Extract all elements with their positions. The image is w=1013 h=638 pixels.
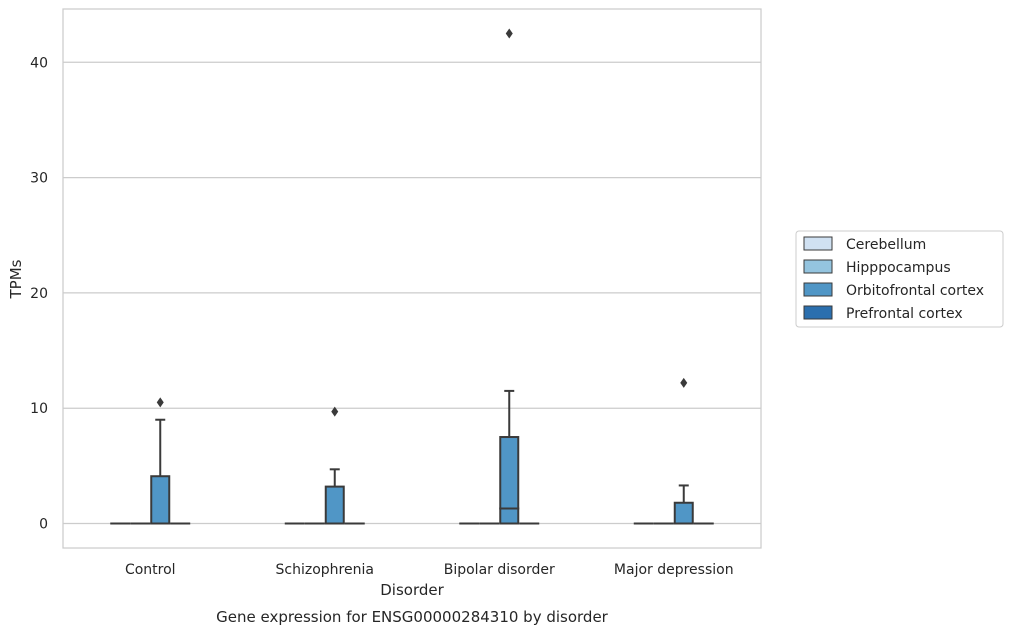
grid-layer bbox=[63, 61, 761, 525]
x-tick-label: Control bbox=[125, 562, 176, 578]
legend-frame bbox=[795, 230, 1004, 328]
legend-label: Hipppocampus bbox=[846, 260, 951, 276]
x-tick-label: Bipolar disorder bbox=[444, 562, 555, 578]
outlier-point bbox=[156, 397, 164, 408]
y-tick-label: 0 bbox=[39, 517, 48, 533]
legend-label: Cerebellum bbox=[846, 237, 926, 253]
box-body bbox=[324, 485, 345, 525]
box-body bbox=[673, 501, 694, 525]
box-group bbox=[499, 28, 520, 525]
box-group bbox=[673, 377, 694, 525]
x-tick-labels: Control Schizophrenia Bipolar disorder Majo… bbox=[125, 562, 734, 578]
x-tick-label: Major depression bbox=[614, 562, 734, 578]
outlier-point bbox=[505, 28, 513, 39]
outlier-point bbox=[331, 406, 339, 417]
legend-swatch bbox=[803, 236, 833, 251]
legend-label: Orbitofrontal cortex bbox=[846, 283, 984, 299]
box-body bbox=[150, 475, 171, 525]
box-marks bbox=[110, 28, 714, 525]
legend-swatch bbox=[803, 305, 833, 320]
plot-area-frame bbox=[62, 8, 762, 549]
y-tick-label: 30 bbox=[30, 171, 48, 187]
outlier-point bbox=[680, 377, 688, 388]
legend-swatch bbox=[803, 259, 833, 274]
x-tick-label: Schizophrenia bbox=[276, 562, 374, 578]
y-tick-label: 10 bbox=[30, 401, 48, 417]
y-tick-label: 20 bbox=[30, 286, 48, 302]
y-tick-label: 40 bbox=[30, 55, 48, 71]
legend-swatch bbox=[803, 282, 833, 297]
y-tick-labels: 0 10 20 30 40 bbox=[30, 55, 48, 532]
legend: Cerebellum Hipppocampus Orbitofrontal cort… bbox=[795, 230, 1004, 328]
box-group bbox=[324, 406, 345, 525]
box-group bbox=[150, 397, 171, 525]
legend-label: Prefrontal cortex bbox=[846, 306, 963, 322]
box-body bbox=[499, 436, 520, 525]
x-axis-label: Disorder bbox=[380, 581, 444, 599]
y-axis-label: TPMs bbox=[7, 259, 25, 299]
chart-caption: Gene expression for ENSG00000284310 by d… bbox=[216, 608, 609, 626]
